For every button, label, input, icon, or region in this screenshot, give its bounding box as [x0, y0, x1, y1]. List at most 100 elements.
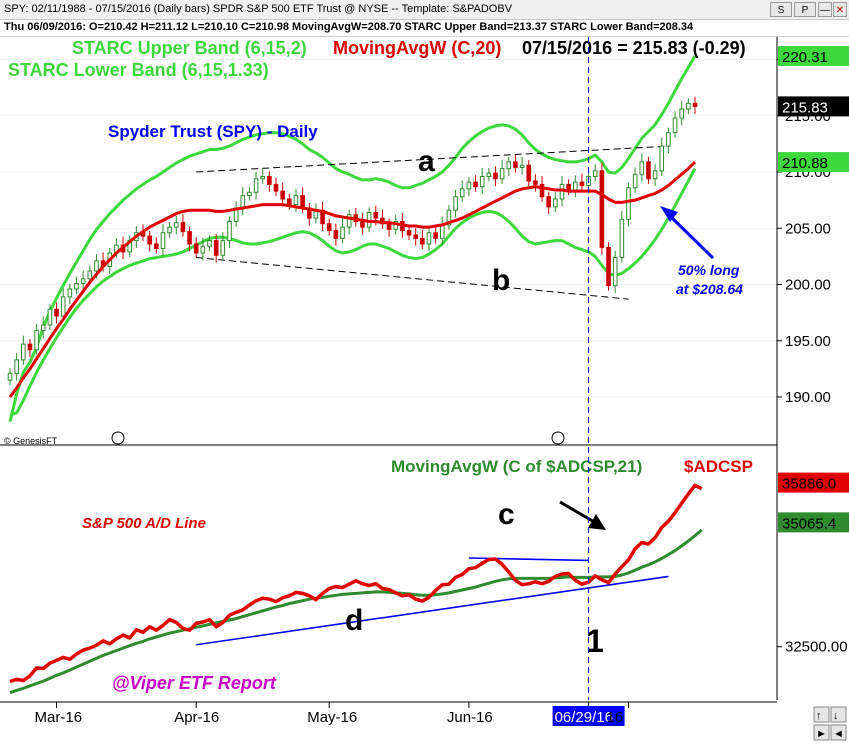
candle-body [592, 170, 598, 177]
candle-body [74, 282, 79, 290]
candle-body [446, 209, 452, 226]
p-button[interactable]: P [794, 2, 816, 17]
candle-body [499, 168, 505, 180]
candle-body [386, 223, 392, 230]
candle-body [493, 172, 498, 180]
candle-body [147, 235, 152, 245]
price-tick-label: 200.00 [785, 277, 831, 294]
candle-body [247, 191, 252, 197]
candle-body [639, 161, 645, 175]
candle-body [420, 237, 425, 245]
candle-body [679, 108, 684, 119]
price-tag-bg [778, 152, 849, 173]
candle-body [80, 278, 86, 284]
close-button[interactable]: ✕ [833, 2, 847, 17]
s-button[interactable]: S [770, 2, 792, 17]
candle-body [373, 212, 379, 219]
candle-body [333, 230, 339, 239]
candle-body [406, 230, 412, 236]
candle-body [14, 359, 19, 374]
ad-panel-bg [0, 448, 777, 700]
candle-body [207, 240, 212, 247]
candle-body [566, 183, 571, 191]
candle-body [413, 234, 418, 239]
ad-value-tag-label: 35065.4 [782, 515, 836, 532]
info-bar: Thu 06/09/2016: O=210.42 H=211.12 L=210.… [0, 20, 849, 37]
candle-body [652, 170, 658, 180]
candle-body [287, 198, 292, 206]
scroll-button-glyph: ↓ [833, 710, 839, 722]
label-d: d [345, 604, 363, 637]
candle-body [87, 270, 93, 280]
dividend-marker [111, 431, 125, 445]
candle-body [659, 145, 665, 172]
candle-body [280, 190, 285, 200]
candle-body [646, 161, 651, 180]
candle-body [273, 183, 279, 192]
minimize-button[interactable]: — [818, 2, 832, 17]
dividend-marker [551, 431, 565, 445]
candle-body [526, 164, 532, 182]
candle-body [606, 246, 611, 287]
ad-value-tag-bg [778, 472, 849, 493]
candle-body [293, 195, 299, 206]
legend-ad-series: $ADCSP [684, 457, 753, 476]
candle-body [21, 343, 26, 361]
candle-body [67, 288, 73, 298]
candle-body [539, 183, 545, 198]
candle-body [439, 224, 445, 239]
candle-body [479, 176, 485, 188]
moving-average-line [8, 161, 697, 398]
candle-body [300, 195, 305, 209]
candle-body [466, 181, 472, 190]
ad-line [9, 483, 703, 684]
ad-tick-label: 32500.00 [785, 639, 848, 656]
candle-body [453, 196, 458, 211]
scroll-button[interactable] [830, 706, 847, 723]
ad-value-tag-label: 35886.0 [782, 476, 836, 493]
candle-body [433, 232, 438, 239]
candle-body [506, 161, 512, 170]
candle-body [193, 243, 199, 254]
candle-body [486, 172, 492, 177]
price-tick-label: 190.00 [785, 389, 831, 406]
candle-body [473, 181, 478, 188]
starc-lower-band-line [9, 167, 697, 417]
label-b: b [492, 264, 510, 297]
candle-body [692, 102, 698, 107]
candle-body [27, 343, 33, 351]
legend-moving-average: MovingAvgW (C,20) [333, 38, 501, 58]
candle-body [260, 176, 266, 180]
candle-body [632, 173, 638, 189]
ad-line-label: S&P 500 A/D Line [82, 515, 206, 532]
window-title: SPY: 02/11/1988 - 07/15/2016 (Daily bars… [4, 3, 513, 15]
scroll-button[interactable] [813, 724, 830, 741]
candle-body [213, 240, 219, 256]
scroll-button[interactable] [830, 724, 847, 741]
ad-value-tag-bg [778, 512, 849, 533]
chart-title: Spyder Trust (SPY) - Daily [108, 122, 318, 141]
candle-body [94, 260, 99, 272]
x-tick-label: 16 [606, 709, 623, 726]
candle-body [240, 195, 246, 209]
bar-info-readout: Thu 06/09/2016: O=210.42 H=211.12 L=210.… [4, 21, 694, 33]
candle-body [346, 214, 352, 228]
highlight-date-bg [552, 706, 625, 726]
candle-body [572, 181, 578, 191]
long-note-line-1: 50% long [678, 262, 740, 278]
candle-body [34, 330, 39, 351]
candle-body [267, 176, 272, 185]
price-tag-label: 220.31 [782, 49, 828, 66]
label-1: 1 [586, 623, 604, 659]
title-bar: SPY: 02/11/1988 - 07/15/2016 (Daily bars… [0, 0, 849, 20]
x-tick-label: May-16 [307, 709, 357, 726]
starc-upper-band-line [8, 55, 697, 423]
label-c: c [498, 498, 515, 531]
candle-body [626, 187, 631, 220]
scroll-button[interactable] [813, 706, 830, 723]
candle-body [360, 221, 365, 228]
ad-line-panel: MovingAvgW (C of $ADCSP,21) $ADCSP S&P 500… [0, 448, 777, 700]
candle-body [180, 222, 186, 233]
candle-body [672, 117, 678, 134]
